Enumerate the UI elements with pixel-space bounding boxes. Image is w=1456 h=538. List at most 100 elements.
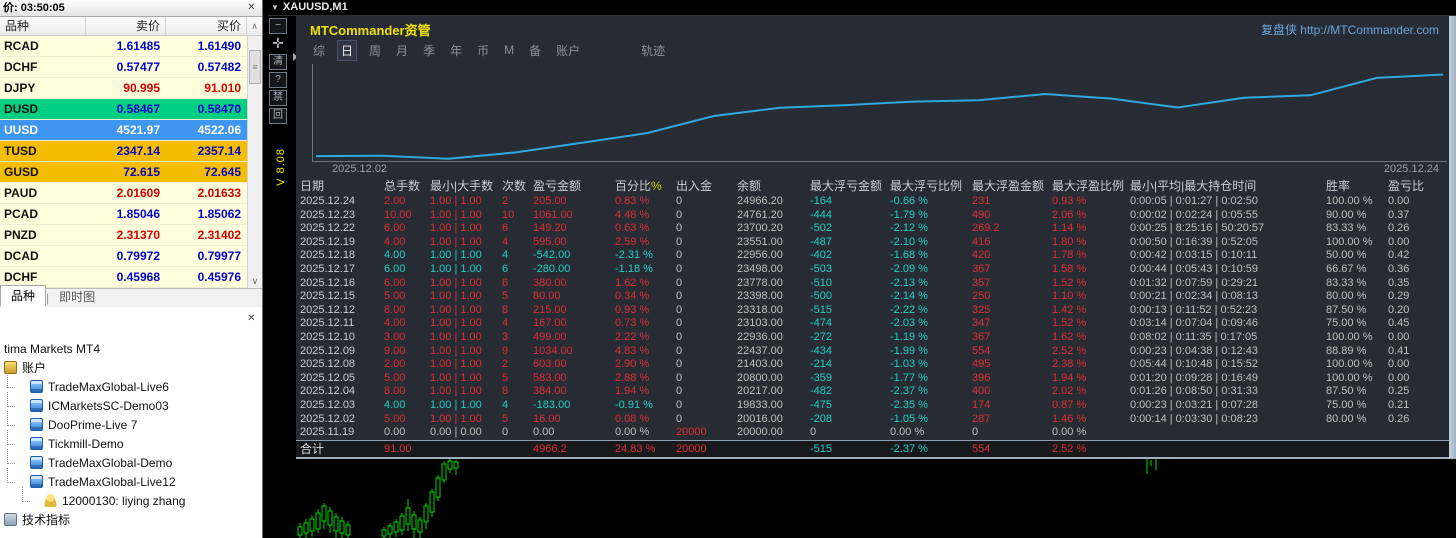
market-watch-row[interactable]: PCAD 1.85046 1.85062 <box>0 204 247 225</box>
close-icon[interactable]: ✕ <box>247 2 256 13</box>
market-watch-row[interactable]: DCHF 0.45968 0.45976 <box>0 267 247 288</box>
brand-link[interactable]: 复盘侠 http://MTCommander.com <box>1260 23 1439 37</box>
market-watch-row[interactable]: DJPY 90.995 91.010 <box>0 78 247 99</box>
close-icon[interactable]: ✕ <box>247 313 256 324</box>
navigator-item[interactable]: tima Markets MT4 <box>4 341 100 359</box>
scrollbar-thumb[interactable]: ≡ <box>249 50 261 84</box>
stats-table-row[interactable]: 2025.12.23 10.00 1.00 | 1.00 10 1061.00 4.48 … <box>296 209 1449 223</box>
market-watch-row[interactable]: RCAD 1.61485 1.61490 <box>0 36 247 57</box>
bid-value: 2347.14 <box>116 144 160 158</box>
navigator-item[interactable]: 账户 <box>4 360 46 378</box>
market-watch-row[interactable]: DUSD 0.58467 0.58470 <box>0 99 247 120</box>
panel-right-scrollbar[interactable] <box>1449 16 1456 459</box>
window-icon[interactable]: 回 <box>269 108 287 124</box>
stats-cell: -2.10 % <box>890 235 928 248</box>
market-watch-row[interactable]: DCAD 0.79972 0.79977 <box>0 246 247 267</box>
menu-item-11[interactable]: 轨迹 <box>641 43 666 58</box>
mtcommander-panel: MTCommander资管 复盘侠 http://MTCommander.com… <box>296 16 1449 459</box>
disable-icon[interactable]: 禁 <box>269 90 287 106</box>
navigator-item[interactable]: Tickmill-Demo <box>30 436 124 454</box>
navigator-item[interactable]: TradeMaxGlobal-Live6 <box>30 379 169 397</box>
market-watch-row[interactable]: DCHF 0.57477 0.57482 <box>0 57 247 78</box>
clear-icon[interactable]: 清 <box>269 54 287 70</box>
stats-cell: 21403.00 <box>737 358 783 371</box>
stats-table-row[interactable]: 2025.12.03 4.00 1.00 | 1.00 4 -183.00 -0.91 %… <box>296 399 1449 413</box>
menu-item-6[interactable]: 年 <box>450 43 463 58</box>
stats-cell: 1.00 | 1.00 <box>430 290 482 303</box>
tab-symbols[interactable]: 品种 <box>0 285 47 307</box>
menu-item-2[interactable]: 日 <box>337 39 358 61</box>
col-ask[interactable]: 买价 <box>166 17 247 35</box>
stats-table-row[interactable]: 2025.12.11 4.00 1.00 | 1.00 4 167.00 0.73 % 0 2… <box>296 317 1449 331</box>
col-symbol[interactable]: 品种 <box>0 17 86 35</box>
navigator-item[interactable]: TradeMaxGlobal-Live12 <box>30 474 176 492</box>
stats-table-row[interactable]: 2025.12.18 4.00 1.00 | 1.00 4 -542.00 -2.31 %… <box>296 249 1449 263</box>
stats-cell: 23700.20 <box>737 222 783 235</box>
stats-cell: -1.79 % <box>890 208 928 221</box>
menu-item-10[interactable]: 账户 <box>556 43 581 58</box>
stats-table-row[interactable]: 2025.12.02 5.00 1.00 | 1.00 5 16.00 0.08 % 0 20… <box>296 413 1449 427</box>
help-icon[interactable]: ? <box>269 72 287 88</box>
stats-table-row[interactable]: 2025.12.15 5.00 1.00 | 1.00 5 80.00 0.34 % 0 23… <box>296 290 1449 304</box>
menu-item-3[interactable]: 周 <box>369 43 382 58</box>
stats-cell: 0:00:23 | 0:04:38 | 0:12:43 <box>1130 344 1259 357</box>
stats-table-row[interactable]: 2025.12.04 8.00 1.00 | 1.00 8 384.00 1.94 % 0 2… <box>296 385 1449 399</box>
market-watch-scrollbar[interactable]: ≡ ∨ <box>247 36 262 288</box>
stats-cell: 2025.12.05 <box>300 371 356 384</box>
navigator-item[interactable]: 12000130: liying zhang <box>44 493 185 511</box>
market-watch-row[interactable]: TUSD 2347.14 2357.14 <box>0 141 247 162</box>
symbol-label: RCAD <box>4 39 39 53</box>
stats-table-row[interactable]: 2025.12.12 8.00 1.00 | 1.00 8 215.00 0.93 % 0 2… <box>296 304 1449 318</box>
chart-window-titlebar[interactable]: ▼ XAUUSD,M1 <box>268 0 1456 16</box>
menu-item-9[interactable]: 备 <box>529 43 542 58</box>
stats-cell: 2 <box>502 195 509 207</box>
chevron-down-icon[interactable]: ▼ <box>271 3 279 12</box>
menu-item-5[interactable]: 季 <box>423 43 436 58</box>
stats-table-row[interactable]: 2025.12.22 6.00 1.00 | 1.00 6 149.20 0.63 % 0 2… <box>296 222 1449 236</box>
scroll-down-icon[interactable]: ∨ <box>251 276 259 286</box>
minimize-icon[interactable]: − <box>269 18 287 34</box>
tab-tick-chart[interactable]: 即时图 <box>59 290 96 304</box>
stats-table-row[interactable]: 2025.12.16 6.00 1.00 | 1.00 6 380.00 1.62 % 0 2… <box>296 277 1449 291</box>
navigator-item-label: 技术指标 <box>22 513 71 527</box>
stats-cell: -0.91 % <box>615 398 653 411</box>
stats-table-row[interactable]: 2025.12.24 2.00 1.00 | 1.00 2 205.00 0.83 % 0 2… <box>296 195 1449 209</box>
stats-header-cell: 百分比% <box>615 179 662 193</box>
market-watch-titlebar[interactable]: 价: 03:50:05 ✕ <box>0 0 262 17</box>
stats-table-row[interactable]: 2025.12.10 3.00 1.00 | 1.00 3 499.00 2.22 % 0 2… <box>296 331 1449 345</box>
stats-table-row[interactable]: 2025.11.19 0.00 0.00 | 0.00 0 0.00 0.00 % 2000… <box>296 426 1449 440</box>
stats-header-cell: 胜率 <box>1326 179 1351 193</box>
market-watch-row[interactable]: PNZD 2.31370 2.31402 <box>0 225 247 246</box>
move-icon[interactable]: ✛ <box>272 35 284 51</box>
tree-connector <box>7 482 15 483</box>
stats-cell: -2.31 % <box>615 249 653 262</box>
scroll-up-icon[interactable]: ∧ <box>251 21 258 31</box>
stats-table-row[interactable]: 2025.12.09 9.00 1.00 | 1.00 9 1034.00 4.83 % 0… <box>296 345 1449 359</box>
stats-cell: 2.90 % <box>615 358 650 371</box>
menu-item-7[interactable]: 币 <box>477 43 490 58</box>
menu-item-1[interactable]: 综 <box>313 43 326 58</box>
stats-table-row[interactable]: 2025.12.05 5.00 1.00 | 1.00 5 583.00 2.88 % 0 2… <box>296 372 1449 386</box>
navigator-item[interactable]: ICMarketsSC-Demo03 <box>30 398 169 416</box>
ask-value: 2.01633 <box>197 186 241 200</box>
stats-cell: 1.62 % <box>615 276 650 289</box>
navigator-item[interactable]: DooPrime-Live 7 <box>30 417 137 435</box>
market-watch-row[interactable]: PAUD 2.01609 2.01633 <box>0 183 247 204</box>
navigator-item[interactable]: 技术指标 <box>4 512 70 530</box>
stats-cell: 0.93 % <box>615 303 650 316</box>
stats-cell: 0.00 <box>1388 195 1410 207</box>
stats-cell: 23103.00 <box>737 317 783 330</box>
market-watch-row[interactable]: UUSD 4521.97 4522.06 <box>0 120 247 141</box>
stats-table-row[interactable]: 2025.12.17 6.00 1.00 | 1.00 6 -280.00 -1.18 %… <box>296 263 1449 277</box>
stats-cell: -402 <box>810 249 833 262</box>
menu-item-4[interactable]: 月 <box>396 43 409 58</box>
stats-table-row[interactable]: 2025.12.19 4.00 1.00 | 1.00 4 595.00 2.59 % 0 2… <box>296 236 1449 250</box>
menu-item-8[interactable]: M <box>504 43 515 57</box>
market-watch-row[interactable]: GUSD 72.615 72.645 <box>0 162 247 183</box>
navigator-item[interactable]: TradeMaxGlobal-Demo <box>30 455 172 473</box>
col-bid[interactable]: 卖价 <box>86 17 166 35</box>
stats-cell: 3 <box>502 330 509 343</box>
candle-body <box>387 525 393 535</box>
stats-table-row[interactable]: 2025.12.08 2.00 1.00 | 1.00 2 603.00 2.90 % 0 2… <box>296 358 1449 372</box>
stats-cell: 1.94 % <box>1052 371 1087 384</box>
